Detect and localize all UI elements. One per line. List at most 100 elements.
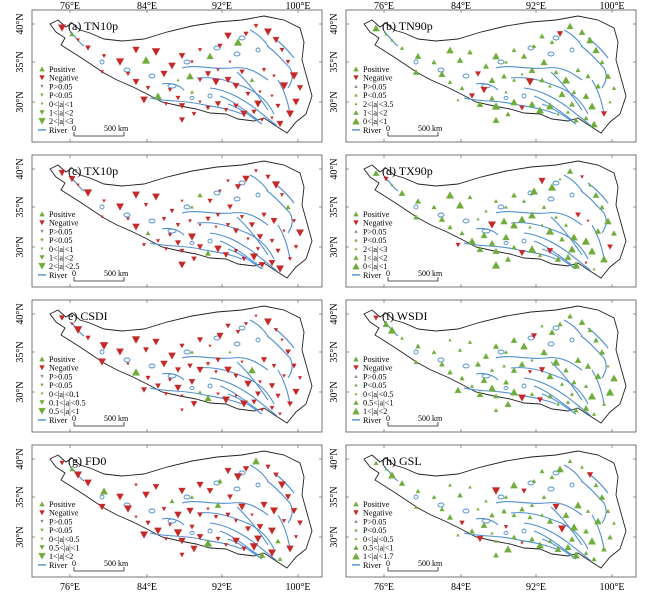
station-marker <box>228 60 232 64</box>
station-marker <box>204 71 212 77</box>
river-line <box>249 464 269 482</box>
lake <box>189 531 195 535</box>
station-marker <box>535 106 545 114</box>
station-marker <box>191 111 197 117</box>
station-marker <box>546 248 554 255</box>
river-line <box>533 240 573 266</box>
station-marker <box>85 335 91 341</box>
station-marker <box>528 211 536 219</box>
lake <box>437 357 445 363</box>
legend-label: 1<|a|<2 <box>49 254 73 263</box>
station-marker <box>551 358 561 366</box>
station-marker <box>233 473 243 481</box>
panel-b: (b) TN90p PositiveNegativeP>0.05P<0.052<|… <box>329 1 637 143</box>
station-marker <box>538 367 546 373</box>
station-marker <box>214 501 222 508</box>
legend-symbol <box>354 374 358 378</box>
lake <box>233 341 241 347</box>
panel-a: (a) TN10p PositiveNegativeP>0.05P<0.050<|… <box>15 1 323 143</box>
station-marker <box>167 88 173 93</box>
station-marker <box>248 366 256 374</box>
river-line <box>523 522 592 562</box>
station-marker <box>520 53 528 59</box>
lake <box>233 486 241 492</box>
station-marker <box>413 505 419 509</box>
station-marker <box>413 214 419 220</box>
station-marker <box>206 52 214 60</box>
station-marker <box>178 117 186 123</box>
station-marker <box>239 215 245 220</box>
station-marker <box>511 47 517 53</box>
station-marker <box>154 527 162 535</box>
station-marker <box>214 101 222 107</box>
scale-label: 0 <box>72 559 76 568</box>
legend-symbol <box>354 392 358 396</box>
station-marker <box>261 212 267 218</box>
plateau-outline <box>49 450 313 569</box>
legend-symbol <box>39 110 45 115</box>
station-marker <box>558 90 566 98</box>
lake <box>521 383 527 389</box>
station-marker <box>521 488 527 494</box>
station-marker <box>511 244 517 250</box>
legend-symbol <box>39 356 45 362</box>
legend-label: P<0.05 <box>363 381 387 390</box>
station-marker <box>540 324 544 328</box>
station-marker <box>208 344 212 348</box>
station-marker <box>296 85 304 91</box>
river-line <box>580 335 607 379</box>
station-marker <box>225 323 231 329</box>
lake <box>189 96 195 100</box>
lake <box>547 196 555 202</box>
river-line <box>541 393 577 415</box>
station-marker <box>558 177 562 181</box>
station-marker <box>545 227 555 235</box>
station-marker <box>527 370 533 374</box>
station-marker <box>233 249 239 254</box>
station-marker <box>282 374 286 378</box>
station-marker <box>521 199 527 203</box>
station-marker <box>163 537 169 541</box>
station-marker <box>160 70 168 78</box>
station-marker <box>556 465 564 473</box>
station-marker <box>492 52 500 60</box>
legend-symbol <box>39 66 45 72</box>
station-marker <box>98 503 106 511</box>
river-line <box>236 361 269 401</box>
lake <box>148 363 156 369</box>
panel-e: e) CSDI PositiveNegativeP>0.05P<0.050<|a|… <box>15 299 323 433</box>
station-marker <box>556 402 560 406</box>
station-marker <box>297 520 303 526</box>
station-marker <box>383 176 389 182</box>
station-marker <box>431 204 437 210</box>
station-marker <box>583 384 589 388</box>
station-marker <box>600 111 608 117</box>
station-marker <box>272 37 280 44</box>
panel-title: (c) TX10p <box>68 164 118 178</box>
station-marker <box>145 375 151 381</box>
y-tick-label: 30°N <box>329 91 340 112</box>
station-marker <box>538 177 546 185</box>
station-marker <box>415 488 421 494</box>
river-line <box>591 369 605 405</box>
station-marker <box>215 213 221 218</box>
station-marker <box>285 59 291 65</box>
station-marker <box>265 174 271 180</box>
station-marker <box>271 181 281 189</box>
y-tick-label: 40°N <box>329 303 340 324</box>
x-tick-label-top: 76°E <box>374 1 394 12</box>
legend-symbol <box>39 400 45 405</box>
station-marker <box>447 369 453 375</box>
station-marker <box>500 217 508 225</box>
legend-label: 1<|a|<2 <box>363 407 387 416</box>
station-marker <box>504 205 508 209</box>
y-tick-label: 35°N <box>15 51 26 72</box>
station-marker <box>291 363 297 369</box>
station-marker <box>163 392 169 396</box>
river-line <box>580 480 607 524</box>
station-marker <box>518 215 526 223</box>
station-marker <box>116 493 124 501</box>
legend-label: 0<|a|<0.5 <box>363 390 393 399</box>
station-marker <box>68 175 76 183</box>
